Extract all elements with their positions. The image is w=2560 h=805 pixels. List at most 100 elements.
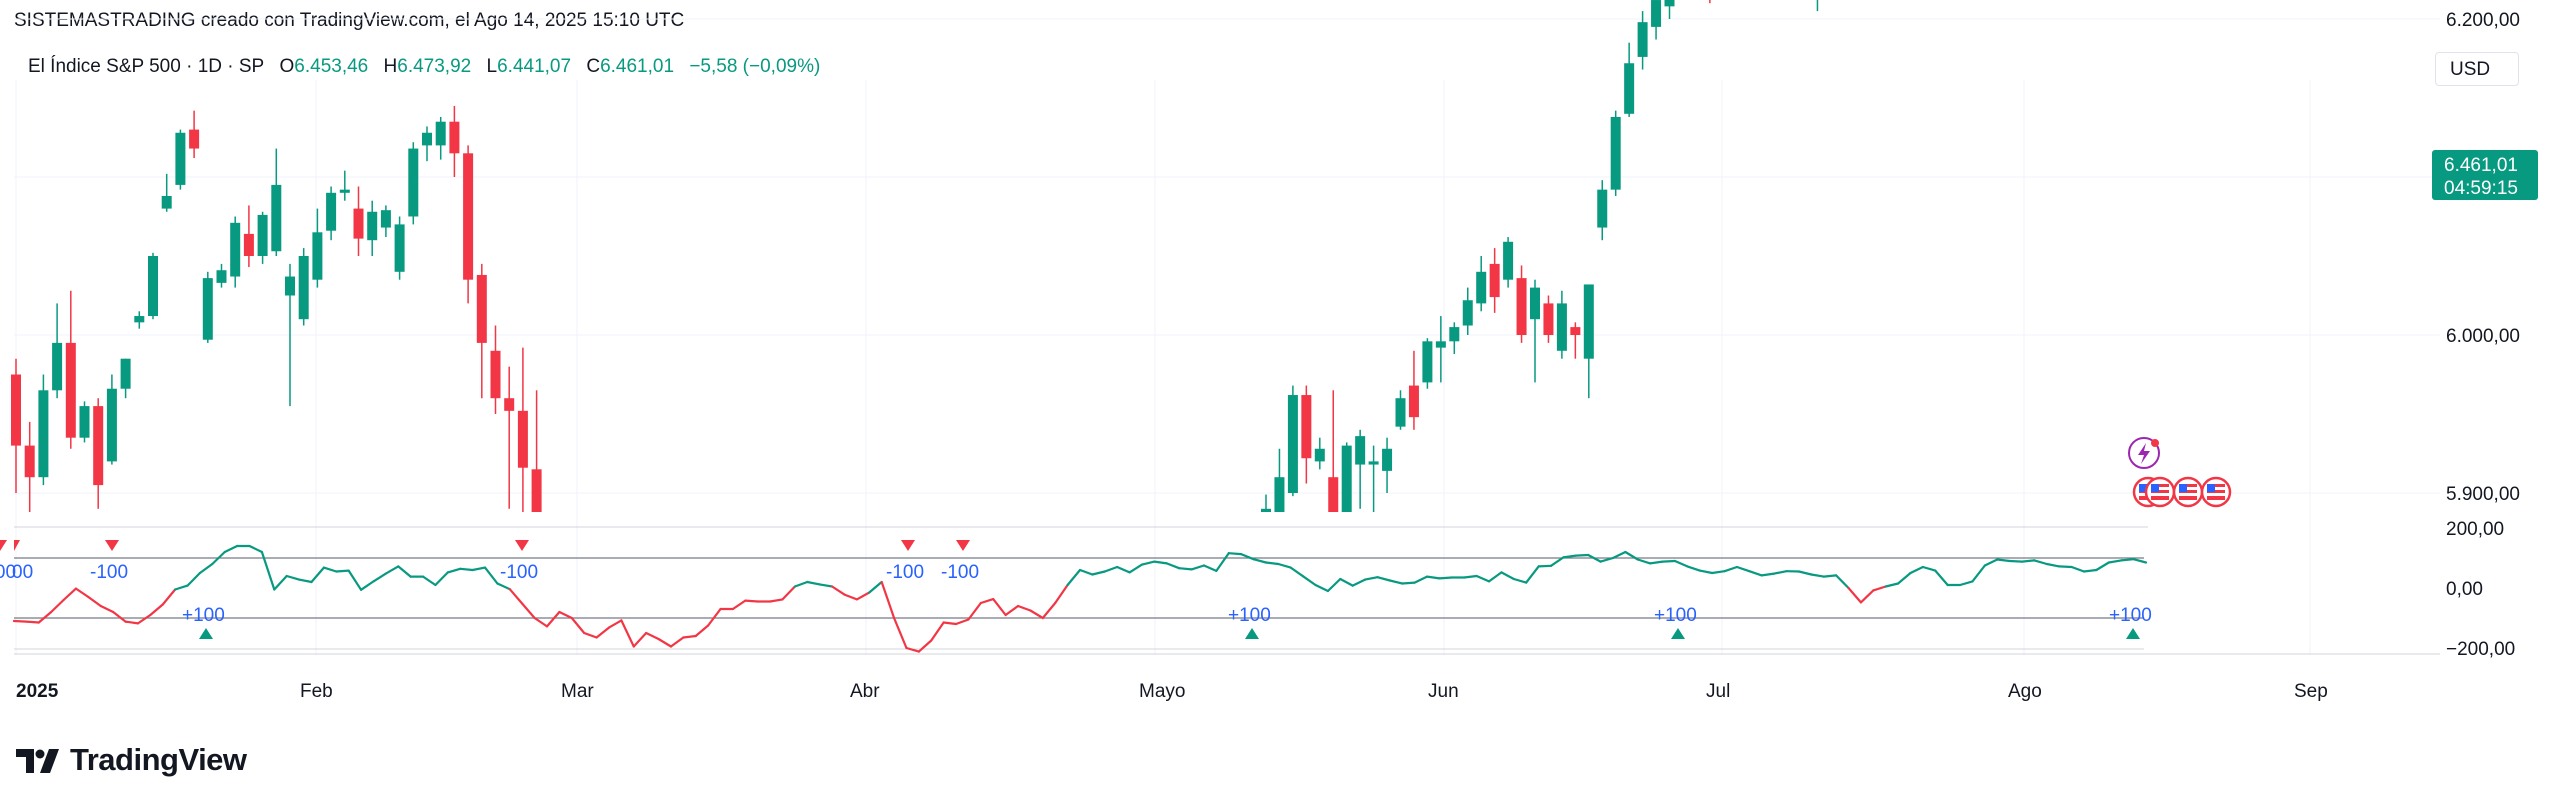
cci-line-segment bbox=[2008, 559, 2024, 563]
cci-line-segment bbox=[446, 567, 462, 574]
candle-up bbox=[326, 186, 337, 241]
cci-line-segment bbox=[1711, 570, 1726, 575]
candlestick-series bbox=[11, 0, 1819, 512]
cci-line-segment bbox=[1983, 558, 1999, 567]
cci-line-segment bbox=[818, 583, 834, 588]
us-flag-icon bbox=[2200, 476, 2232, 508]
candle-body bbox=[216, 270, 227, 283]
candle-down bbox=[1408, 350, 1419, 430]
candle-up bbox=[1341, 442, 1352, 512]
candle-up bbox=[134, 311, 145, 329]
cci-line-segment bbox=[1735, 565, 1751, 573]
cci-line-segment bbox=[2132, 558, 2148, 564]
candle-down bbox=[476, 263, 487, 399]
cci-line-segment bbox=[2120, 558, 2135, 562]
candle-body bbox=[1583, 284, 1594, 359]
candle-body bbox=[1328, 477, 1339, 512]
time-tick-label: Sep bbox=[2294, 681, 2328, 702]
candle-body bbox=[1543, 303, 1554, 335]
tradingview-logo[interactable]: TradingView bbox=[16, 742, 247, 778]
time-tick-label: Jul bbox=[1706, 681, 1730, 702]
sell-signal-label: -100 bbox=[0, 562, 16, 583]
candle-down bbox=[1709, 0, 1711, 4]
candle-up bbox=[202, 271, 213, 343]
signal-markers: -100 -100 -100 -100 -100 +100 +100 +100 +100 00 bbox=[0, 540, 2152, 639]
symbol-title[interactable]: El Índice S&P 500 · 1D · SP bbox=[28, 56, 265, 77]
cci-line-segment bbox=[248, 544, 264, 554]
cci-line-segment bbox=[397, 565, 412, 578]
candle-body bbox=[435, 121, 446, 146]
cci-line-segment bbox=[1289, 566, 1305, 578]
candle-body bbox=[1301, 395, 1312, 459]
sell-signal-marker bbox=[105, 540, 119, 551]
cci-line-segment bbox=[657, 637, 673, 648]
candle-body bbox=[1516, 278, 1527, 335]
cci-line-segment bbox=[1215, 552, 1230, 573]
cci-line-segment bbox=[1562, 554, 1577, 559]
candle-down bbox=[1301, 385, 1312, 484]
currency-button[interactable]: USD bbox=[2435, 52, 2519, 86]
cci-line-segment bbox=[1487, 571, 1503, 583]
candle-body bbox=[38, 390, 49, 478]
candle-down bbox=[531, 390, 542, 512]
candle-down bbox=[353, 186, 364, 256]
cci-line-segment bbox=[967, 601, 982, 621]
cci-line-segment bbox=[1636, 558, 1652, 565]
cci-line-segment bbox=[74, 587, 90, 599]
candle-up bbox=[230, 216, 241, 288]
cci-line-segment bbox=[1116, 565, 1131, 574]
candle-body bbox=[148, 256, 158, 317]
cci-line-segment bbox=[1264, 561, 1280, 566]
cci-line-segment bbox=[1153, 560, 1168, 565]
sell-signal-label: -100 bbox=[941, 562, 979, 583]
candle-down bbox=[1570, 322, 1581, 359]
low-value: 6.441,07 bbox=[497, 56, 572, 77]
candle-up bbox=[1624, 42, 1635, 117]
candle-body bbox=[134, 316, 145, 323]
cci-line-segment bbox=[1363, 576, 1379, 581]
candle-up bbox=[394, 216, 405, 280]
candle-body bbox=[1274, 477, 1285, 512]
candle-up bbox=[52, 303, 63, 399]
candle-body bbox=[1556, 303, 1567, 351]
cci-line-segment bbox=[1835, 574, 1850, 590]
cci-line-segment bbox=[570, 616, 586, 635]
buy-signal-marker bbox=[2126, 628, 2140, 639]
time-tick-label: Feb bbox=[300, 681, 333, 702]
cci-line-segment bbox=[136, 613, 152, 625]
candle-body bbox=[394, 224, 405, 272]
low-label: L bbox=[486, 56, 498, 77]
cci-line-segment bbox=[694, 624, 710, 638]
cci-line-segment bbox=[483, 566, 499, 585]
candle-body bbox=[1261, 508, 1271, 512]
candle-up bbox=[380, 205, 391, 238]
candle-body bbox=[161, 195, 172, 209]
cci-line-segment bbox=[1773, 570, 1788, 575]
cci-line-segment bbox=[310, 566, 325, 584]
candle-body bbox=[1462, 300, 1473, 326]
cci-line-segment bbox=[992, 597, 1007, 617]
cci-line-segment bbox=[1512, 577, 1528, 584]
cci-line-segment bbox=[2070, 565, 2086, 573]
cci-line-segment bbox=[954, 618, 970, 626]
cci-line-segment bbox=[174, 584, 189, 591]
cci-line-segment bbox=[880, 580, 896, 620]
cci-line-segment bbox=[1574, 553, 1590, 557]
candle-up bbox=[161, 173, 172, 212]
sell-signal-label: -100 bbox=[886, 562, 924, 583]
candle-up bbox=[1314, 437, 1325, 470]
candle-body bbox=[463, 153, 474, 280]
candle-up bbox=[285, 263, 295, 407]
cci-line-segment bbox=[223, 544, 239, 554]
time-tick-label: 2025 bbox=[16, 681, 59, 702]
candle-down bbox=[11, 358, 21, 493]
cci-line-segment bbox=[421, 575, 437, 587]
cci-line-segment bbox=[942, 621, 958, 626]
candle-body bbox=[120, 358, 131, 389]
cci-line-segment bbox=[1909, 565, 1924, 575]
cci-line-segment bbox=[868, 580, 883, 594]
sell-signal-marker bbox=[515, 540, 529, 551]
cci-line-segment bbox=[583, 631, 598, 639]
sell-signal-label: -100 bbox=[500, 562, 538, 583]
